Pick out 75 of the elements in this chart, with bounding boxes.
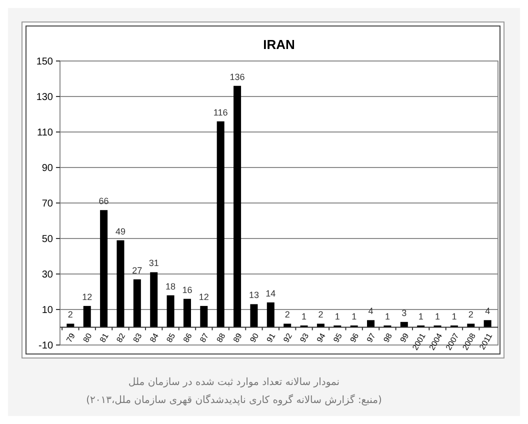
data-label: 3 <box>402 308 407 318</box>
data-label: 1 <box>418 311 424 322</box>
bar <box>400 322 408 328</box>
data-label: 2 <box>318 310 324 320</box>
x-tick-label: 80 <box>81 331 94 344</box>
x-tick-label: 96 <box>348 331 361 344</box>
data-label: 1 <box>435 311 440 322</box>
data-label: 16 <box>182 284 192 295</box>
y-tick-label: 150 <box>36 56 54 68</box>
y-tick-label: -10 <box>38 340 54 352</box>
bar <box>234 86 242 328</box>
text: نمودار سالانه تعداد موارد ثبت شده در سازمان ملل <box>128 377 340 388</box>
x-tick-label: 90 <box>248 331 261 344</box>
data-label: 1 <box>334 311 340 322</box>
data-label: 2 <box>468 310 474 320</box>
x-tick-label: 86 <box>182 331 194 344</box>
x-tick-label: 85 <box>164 331 178 344</box>
y-tick-label: 130 <box>36 92 54 103</box>
bar <box>316 324 324 328</box>
x-tick-label: 87 <box>198 331 211 344</box>
data-label: 31 <box>148 258 159 268</box>
data-label: 1 <box>302 311 307 322</box>
data-label: 14 <box>266 288 276 298</box>
x-tick-label: 98 <box>382 331 394 344</box>
bar <box>284 324 292 328</box>
y-tick-label: 30 <box>42 270 54 280</box>
x-tick-label: 88 <box>214 331 228 344</box>
bar <box>83 306 91 328</box>
y-tick-label: 50 <box>42 234 54 245</box>
x-tick-label: 94 <box>315 331 328 344</box>
bar <box>467 324 475 328</box>
chart-title: IRAN <box>263 37 295 52</box>
x-tick-label: 84 <box>148 331 161 344</box>
bar <box>150 272 158 328</box>
bar <box>367 320 375 328</box>
data-label: 116 <box>213 107 228 118</box>
data-label: 136 <box>230 72 245 82</box>
data-label: 18 <box>166 281 176 292</box>
x-tick-label: 79 <box>64 331 78 344</box>
x-tick-label: 91 <box>264 331 278 344</box>
data-label: 1 <box>384 311 390 322</box>
y-tick-label: 90 <box>42 163 54 174</box>
data-label: 27 <box>132 265 142 276</box>
x-tick-label: 92 <box>282 331 294 344</box>
data-label: 1 <box>452 311 457 322</box>
bar <box>200 306 208 328</box>
x-tick-label: 82 <box>114 331 128 344</box>
x-tick-label: 83 <box>131 331 144 344</box>
bar <box>100 210 108 328</box>
y-tick-label: 70 <box>42 198 54 210</box>
bar <box>266 302 274 328</box>
x-tick-label: 93 <box>298 331 311 344</box>
bar <box>216 121 224 328</box>
x-tick-label: 97 <box>365 331 378 344</box>
data-label: 2 <box>284 310 290 320</box>
x-tick-label: 89 <box>232 331 244 344</box>
bar <box>116 240 124 328</box>
data-label: 12 <box>198 292 209 302</box>
y-tick-label: 10 <box>42 305 54 316</box>
text: (منبع: گزارش سالانه گروه کاری ناپدیدشدگان قهری سازمان ملل،۲۰۱۳) <box>86 394 382 406</box>
data-label: 2 <box>68 310 73 320</box>
x-tick-label: 99 <box>398 331 411 344</box>
x-tick-label: 95 <box>332 331 344 344</box>
bar <box>250 304 258 328</box>
bar <box>183 298 191 328</box>
bar <box>66 324 74 328</box>
bar <box>166 295 174 328</box>
x-tick-label: 81 <box>98 331 111 344</box>
bar <box>133 279 141 328</box>
data-label: 13 <box>248 290 259 300</box>
data-label: 12 <box>82 292 92 302</box>
data-label: 1 <box>352 311 357 322</box>
y-tick-label: 110 <box>37 128 54 138</box>
data-label: 49 <box>115 226 126 236</box>
bar <box>484 320 492 328</box>
